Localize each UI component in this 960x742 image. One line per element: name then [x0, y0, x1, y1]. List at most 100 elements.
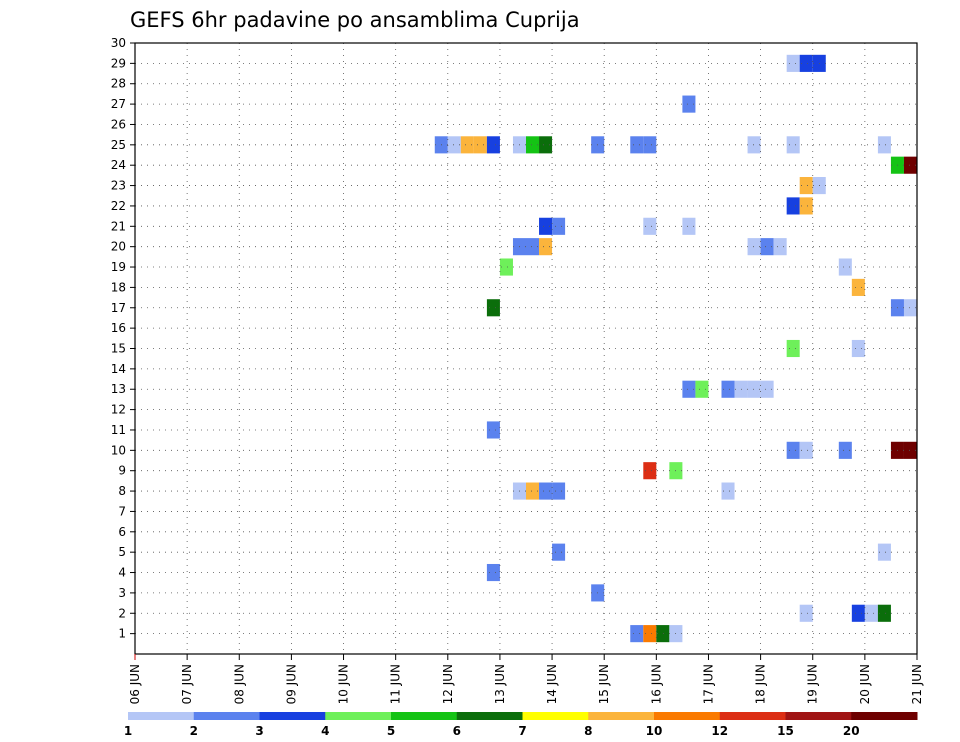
colorbar-label: 2 — [190, 724, 198, 738]
heatmap-cell — [539, 136, 553, 154]
y-tick-label: 29 — [111, 56, 126, 70]
colorbar-label: 20 — [843, 724, 860, 738]
heatmap-cell — [526, 136, 540, 154]
heatmap-cell — [903, 299, 917, 317]
heatmap-cell — [682, 217, 696, 235]
x-tick-label: 16 JUN — [649, 664, 663, 704]
colorbar-segment — [193, 712, 260, 720]
heatmap-cell — [630, 136, 644, 154]
y-tick-label: 10 — [111, 443, 126, 457]
y-tick-label: 27 — [111, 97, 126, 111]
heatmap-cell — [851, 604, 865, 622]
y-tick-label: 23 — [111, 179, 126, 193]
x-tick-label: 15 JUN — [597, 664, 611, 704]
colorbar-label: 10 — [646, 724, 663, 738]
x-tick-label: 08 JUN — [232, 664, 246, 704]
y-tick-label: 18 — [111, 280, 126, 294]
colorbar-segment — [522, 712, 589, 720]
y-tick-label: 11 — [111, 423, 126, 437]
x-tick-label: 17 JUN — [701, 664, 715, 704]
colorbar-segment — [456, 712, 523, 720]
heatmap-cell — [682, 380, 696, 398]
x-tick-label: 13 JUN — [493, 664, 507, 704]
heatmap-cell — [851, 339, 865, 358]
y-tick-label: 2 — [118, 606, 126, 620]
x-tick-label: 09 JUN — [284, 664, 298, 704]
colorbar-label: 4 — [321, 724, 329, 738]
y-tick-label: 1 — [118, 627, 126, 641]
heatmap-cell — [799, 441, 813, 459]
heatmap-cell — [903, 441, 917, 459]
colorbar-segment — [851, 712, 918, 720]
y-tick-label: 19 — [111, 260, 126, 274]
heatmap-cell — [695, 380, 709, 398]
y-tick-label: 25 — [111, 138, 126, 152]
y-tick-label: 21 — [111, 219, 126, 233]
heatmap-cell — [786, 136, 800, 154]
heatmap-cell — [877, 604, 891, 622]
y-tick-label: 5 — [118, 545, 126, 559]
heatmap-cell — [643, 625, 657, 643]
heatmap-cell — [539, 217, 553, 235]
y-tick-label: 6 — [118, 525, 126, 539]
heatmap-cell — [760, 380, 774, 398]
heatmap-cell — [786, 441, 800, 459]
x-tick-label: 18 JUN — [754, 664, 768, 704]
y-tick-label: 17 — [111, 301, 126, 315]
heatmap-cell — [552, 482, 566, 500]
heatmap-cell — [838, 258, 852, 276]
heatmap-cell — [721, 482, 735, 500]
heatmap-cell — [643, 217, 657, 235]
heatmap-cell — [486, 563, 500, 582]
heatmap-cell — [747, 136, 761, 154]
y-tick-label: 30 — [111, 36, 126, 50]
x-tick-label: 12 JUN — [441, 664, 455, 704]
heatmap-cell — [643, 462, 657, 480]
heatmap-cell — [786, 197, 800, 215]
y-tick-label: 4 — [118, 566, 126, 580]
colorbar-label: 1 — [124, 724, 132, 738]
heatmap-cell — [526, 482, 540, 500]
colorbar-label: 15 — [777, 724, 794, 738]
x-tick-label: 11 JUN — [389, 664, 403, 704]
colorbar-segment — [128, 712, 195, 720]
heatmap-cell — [747, 238, 761, 256]
colorbar-segment — [588, 712, 655, 720]
heatmap-cell — [721, 380, 735, 398]
colorbar-segment — [785, 712, 852, 720]
heatmap-cell — [773, 238, 787, 256]
colorbar-segment — [259, 712, 326, 720]
y-tick-label: 16 — [111, 321, 126, 335]
heatmap-cell — [526, 238, 540, 256]
heatmap-cell — [447, 136, 461, 154]
y-tick-label: 20 — [111, 240, 126, 254]
heatmap-cell — [903, 156, 917, 174]
heatmap-cell — [656, 625, 670, 643]
y-tick-label: 3 — [118, 586, 126, 600]
x-tick-label: 20 JUN — [858, 664, 872, 704]
y-tick-label: 8 — [118, 484, 126, 498]
heatmap-cell — [747, 380, 761, 398]
y-tick-label: 28 — [111, 77, 126, 91]
heatmap-cell — [786, 54, 800, 72]
heatmap-cell — [877, 543, 891, 561]
heatmap-cell — [877, 136, 891, 154]
heatmap-cell — [682, 95, 696, 113]
y-tick-label: 13 — [111, 382, 126, 396]
colorbar-label: 8 — [584, 724, 592, 738]
heatmap-cell — [799, 54, 813, 72]
heatmap-cell — [643, 136, 657, 154]
colorbar-label: 5 — [387, 724, 395, 738]
x-tick-label: 10 JUN — [337, 664, 351, 704]
heatmap-cell — [552, 543, 566, 561]
heatmap-cell — [486, 299, 500, 317]
x-tick-label: 19 JUN — [806, 664, 820, 704]
heatmap-cell — [539, 482, 553, 500]
heatmap-cell — [838, 441, 852, 459]
heatmap-cell — [473, 136, 487, 154]
chart-title: GEFS 6hr padavine po ansamblima Cuprija — [130, 8, 580, 32]
heatmap-cell — [799, 177, 813, 195]
y-tick-label: 12 — [111, 403, 126, 417]
colorbar-label: 12 — [711, 724, 728, 738]
